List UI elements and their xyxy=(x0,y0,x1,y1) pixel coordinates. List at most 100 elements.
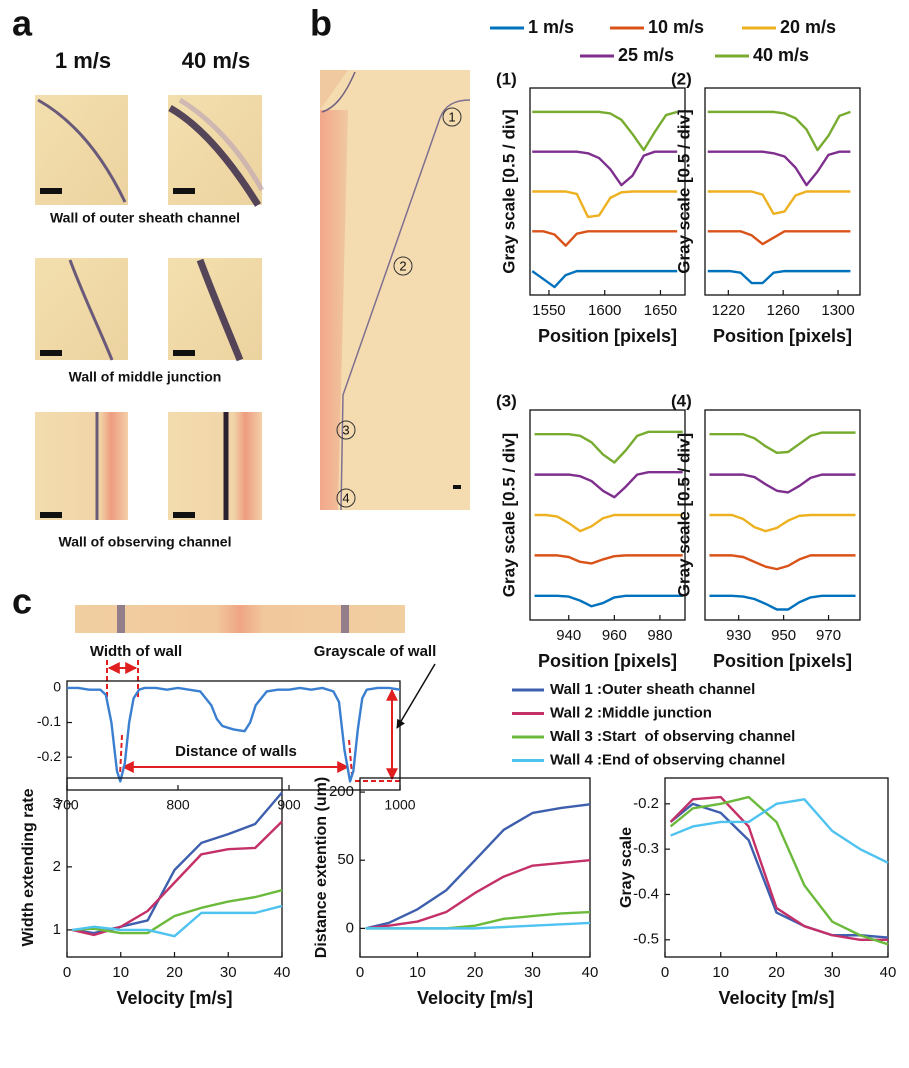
data-line xyxy=(72,904,283,938)
x-tick-label: 10 xyxy=(712,964,729,981)
data-line xyxy=(532,190,678,219)
data-line xyxy=(72,820,283,937)
x-tick-label: 10 xyxy=(112,964,129,981)
x-axis-label: Position [pixels] xyxy=(538,651,677,671)
data-line xyxy=(532,150,678,187)
y-axis-label: Distance extention (um) xyxy=(313,777,330,958)
y-tick-label: 0 xyxy=(53,679,61,695)
y-axis-label: Gray scale [0.5 / div] xyxy=(499,109,518,273)
wall-stripe xyxy=(117,605,125,633)
data-line xyxy=(709,431,856,455)
y-tick-label: -0.4 xyxy=(633,885,659,902)
x-tick-label: 970 xyxy=(816,627,841,644)
x-tick-label: 900 xyxy=(277,797,301,813)
marker-label: 3 xyxy=(342,422,349,437)
panel-label: b xyxy=(310,3,332,44)
plot-label: (2) xyxy=(671,69,692,88)
annotation: Distance of walls xyxy=(175,743,297,760)
data-line xyxy=(707,230,851,246)
x-tick-label: 40 xyxy=(274,964,291,981)
data-line xyxy=(669,795,889,946)
legend-label: 1 m/s xyxy=(528,17,574,37)
annotation: Width of wall xyxy=(90,643,182,660)
micrograph xyxy=(320,70,471,511)
x-tick-label: 40 xyxy=(582,964,599,981)
caption: Wall of middle junction xyxy=(69,369,222,385)
y-tick-label: 2 xyxy=(53,858,61,875)
x-tick-label: 30 xyxy=(220,964,237,981)
panel-label: a xyxy=(12,3,33,44)
y-tick-label: 50 xyxy=(337,851,354,868)
profile-strip xyxy=(75,605,405,633)
x-tick-label: 10 xyxy=(409,964,426,981)
x-tick-label: 800 xyxy=(166,797,190,813)
y-tick-label: -0.1 xyxy=(37,713,61,729)
x-axis-label: Position [pixels] xyxy=(713,651,852,671)
x-tick-label: 40 xyxy=(880,964,897,981)
data-line xyxy=(709,554,856,571)
data-line xyxy=(709,594,856,611)
data-line xyxy=(707,150,851,187)
marker-circle xyxy=(336,420,356,440)
marker-circle xyxy=(393,256,413,276)
data-line xyxy=(365,859,591,930)
caption: Wall of outer sheath channel xyxy=(50,210,240,226)
x-tick-label: 930 xyxy=(726,627,751,644)
data-line xyxy=(709,473,856,494)
marker-label: 4 xyxy=(342,490,349,505)
x-axis-label: Velocity [m/s] xyxy=(417,988,533,1008)
x-tick-label: 1650 xyxy=(644,302,677,319)
panel-label: c xyxy=(12,581,32,622)
x-tick-label: 960 xyxy=(602,627,627,644)
annotation: Grayscale of wall xyxy=(314,643,437,660)
legend-label: 25 m/s xyxy=(618,45,674,65)
annotation-arrows xyxy=(106,660,436,782)
data-line xyxy=(534,594,683,608)
legend-label: Wall 1 :Outer sheath channel xyxy=(550,681,755,698)
y-tick-label: 3 xyxy=(53,795,61,812)
y-tick-label: 200 xyxy=(329,783,354,800)
data-line xyxy=(534,513,683,533)
y-tick-label: 0 xyxy=(346,919,354,936)
plot-label: (3) xyxy=(496,391,517,410)
plot-frame xyxy=(704,87,861,296)
x-tick-label: 940 xyxy=(556,627,581,644)
legend-label: Wall 2 :Middle junction xyxy=(550,704,712,721)
plot-label: (4) xyxy=(671,391,692,410)
x-tick-label: 1220 xyxy=(712,302,745,319)
legend-label: 20 m/s xyxy=(780,17,836,37)
data-line xyxy=(669,795,888,941)
data-line xyxy=(670,798,889,864)
x-tick-label: 1550 xyxy=(532,302,565,319)
x-axis-label: Velocity [m/s] xyxy=(116,988,232,1008)
x-tick-label: 980 xyxy=(647,627,672,644)
x-tick-label: 20 xyxy=(768,964,785,981)
y-axis-label: Gray scale [0.5 / div] xyxy=(674,433,693,597)
data-line xyxy=(707,190,851,215)
plot-label: (1) xyxy=(496,69,517,88)
x-tick-label: 1300 xyxy=(821,302,854,319)
data-line xyxy=(365,803,591,930)
x-tick-label: 1260 xyxy=(766,302,799,319)
data-line xyxy=(532,230,678,247)
data-line xyxy=(531,269,678,289)
marker-circle xyxy=(442,107,462,127)
data-line xyxy=(534,430,683,464)
caption: Wall of observing channel xyxy=(59,534,232,550)
x-tick-label: 20 xyxy=(166,964,183,981)
data-line xyxy=(709,513,856,533)
legend-label: Wall 4 :End of observing channel xyxy=(550,751,785,768)
y-tick-label: 1 xyxy=(53,921,61,938)
x-tick-label: 30 xyxy=(524,964,541,981)
plot-frame xyxy=(66,680,401,791)
legend-label: 40 m/s xyxy=(753,45,809,65)
marker-label: 1 xyxy=(448,109,455,124)
data-line xyxy=(365,910,591,930)
x-tick-label: 20 xyxy=(467,964,484,981)
y-tick-label: -0.2 xyxy=(633,795,659,812)
wall-stripe xyxy=(341,605,349,633)
x-axis-label: Velocity [m/s] xyxy=(718,988,834,1008)
y-tick-label: -0.2 xyxy=(37,748,61,764)
x-tick-label: 1600 xyxy=(588,302,621,319)
